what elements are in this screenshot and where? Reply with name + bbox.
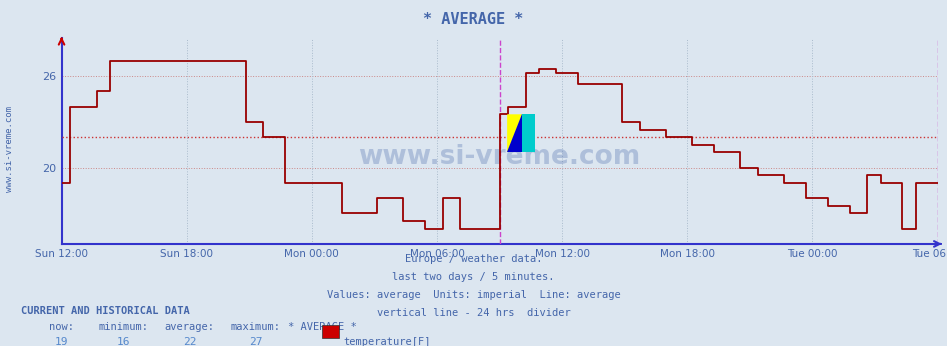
Text: last two days / 5 minutes.: last two days / 5 minutes. (392, 272, 555, 282)
Text: www.si-vreme.com: www.si-vreme.com (5, 106, 14, 192)
Text: 27: 27 (249, 337, 262, 346)
Polygon shape (522, 114, 534, 153)
Text: vertical line - 24 hrs  divider: vertical line - 24 hrs divider (377, 308, 570, 318)
Text: www.si-vreme.com: www.si-vreme.com (358, 145, 641, 171)
Text: Europe / weather data.: Europe / weather data. (404, 254, 543, 264)
Polygon shape (508, 114, 522, 153)
Text: minimum:: minimum: (98, 322, 148, 333)
Text: CURRENT AND HISTORICAL DATA: CURRENT AND HISTORICAL DATA (21, 306, 189, 316)
Text: Values: average  Units: imperial  Line: average: Values: average Units: imperial Line: av… (327, 290, 620, 300)
Text: * AVERAGE *: * AVERAGE * (288, 322, 356, 333)
Text: maximum:: maximum: (231, 322, 280, 333)
Text: average:: average: (165, 322, 214, 333)
Text: 19: 19 (55, 337, 68, 346)
Text: temperature[F]: temperature[F] (344, 337, 431, 346)
Text: 22: 22 (183, 337, 196, 346)
Text: 16: 16 (116, 337, 130, 346)
Polygon shape (508, 114, 522, 153)
Text: now:: now: (49, 322, 74, 333)
Text: * AVERAGE *: * AVERAGE * (423, 12, 524, 27)
